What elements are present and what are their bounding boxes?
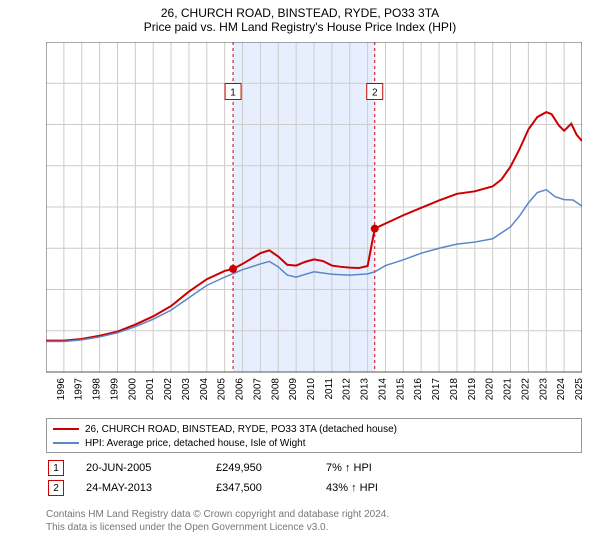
sale-date: 20-JUN-2005: [86, 462, 216, 474]
svg-text:2006: 2006: [235, 378, 246, 401]
svg-text:2021: 2021: [503, 378, 514, 401]
svg-text:1995: 1995: [46, 378, 49, 401]
svg-text:2014: 2014: [377, 378, 388, 401]
svg-text:2: 2: [372, 88, 378, 99]
svg-text:2004: 2004: [199, 378, 210, 401]
svg-text:1997: 1997: [74, 378, 85, 401]
svg-text:2016: 2016: [413, 378, 424, 401]
svg-text:2024: 2024: [556, 378, 567, 401]
svg-text:1998: 1998: [92, 378, 103, 401]
svg-text:1: 1: [230, 88, 236, 99]
footer-line-2: This data is licensed under the Open Gov…: [46, 521, 389, 534]
svg-text:2011: 2011: [324, 378, 335, 400]
sale-date: 24-MAY-2013: [86, 482, 216, 494]
svg-text:2009: 2009: [288, 378, 299, 401]
sale-row: 1 20-JUN-2005£249,9507% ↑ HPI: [46, 458, 582, 478]
svg-text:2018: 2018: [449, 378, 460, 401]
sale-price: £347,500: [216, 482, 326, 494]
sale-price: £249,950: [216, 462, 326, 474]
svg-text:2025: 2025: [574, 378, 582, 401]
svg-text:2005: 2005: [217, 378, 228, 401]
svg-text:2007: 2007: [252, 378, 263, 401]
price-chart: £0£100K£200K£300K£400K£500K£600K£700K£80…: [46, 42, 582, 372]
legend-item: HPI: Average price, detached house, Isle…: [53, 436, 575, 450]
svg-text:2008: 2008: [270, 378, 281, 401]
legend-item: 26, CHURCH ROAD, BINSTEAD, RYDE, PO33 3T…: [53, 422, 575, 436]
legend-label: HPI: Average price, detached house, Isle…: [85, 438, 306, 449]
svg-text:2003: 2003: [181, 378, 192, 401]
sale-hpi-delta: 43% ↑ HPI: [326, 482, 436, 494]
svg-text:2020: 2020: [485, 378, 496, 401]
sale-marker: 1: [48, 460, 64, 476]
svg-text:2019: 2019: [467, 378, 478, 401]
sale-marker: 2: [48, 480, 64, 496]
svg-text:2015: 2015: [395, 378, 406, 401]
svg-text:1999: 1999: [109, 378, 120, 401]
svg-text:2001: 2001: [145, 378, 156, 401]
sale-hpi-delta: 7% ↑ HPI: [326, 462, 436, 474]
sale-row: 2 24-MAY-2013£347,50043% ↑ HPI: [46, 478, 582, 498]
legend-label: 26, CHURCH ROAD, BINSTEAD, RYDE, PO33 3T…: [85, 424, 397, 435]
svg-text:2012: 2012: [342, 378, 353, 401]
svg-text:2000: 2000: [127, 378, 138, 401]
svg-text:2010: 2010: [306, 378, 317, 401]
sales-table: 1 20-JUN-2005£249,9507% ↑ HPI 2 24-MAY-2013…: [46, 458, 582, 498]
page-subtitle: Price paid vs. HM Land Registry's House …: [0, 20, 600, 38]
legend-swatch: [53, 442, 79, 444]
svg-text:2023: 2023: [538, 378, 549, 401]
svg-text:2013: 2013: [360, 378, 371, 401]
legend-swatch: [53, 428, 79, 430]
svg-text:2002: 2002: [163, 378, 174, 401]
svg-text:2017: 2017: [431, 378, 442, 401]
svg-text:1996: 1996: [56, 378, 67, 401]
page-title: 26, CHURCH ROAD, BINSTEAD, RYDE, PO33 3T…: [0, 0, 600, 20]
legend: 26, CHURCH ROAD, BINSTEAD, RYDE, PO33 3T…: [46, 418, 582, 453]
footer-line-1: Contains HM Land Registry data © Crown c…: [46, 508, 389, 521]
svg-text:2022: 2022: [520, 378, 531, 401]
footer-attribution: Contains HM Land Registry data © Crown c…: [46, 508, 389, 534]
